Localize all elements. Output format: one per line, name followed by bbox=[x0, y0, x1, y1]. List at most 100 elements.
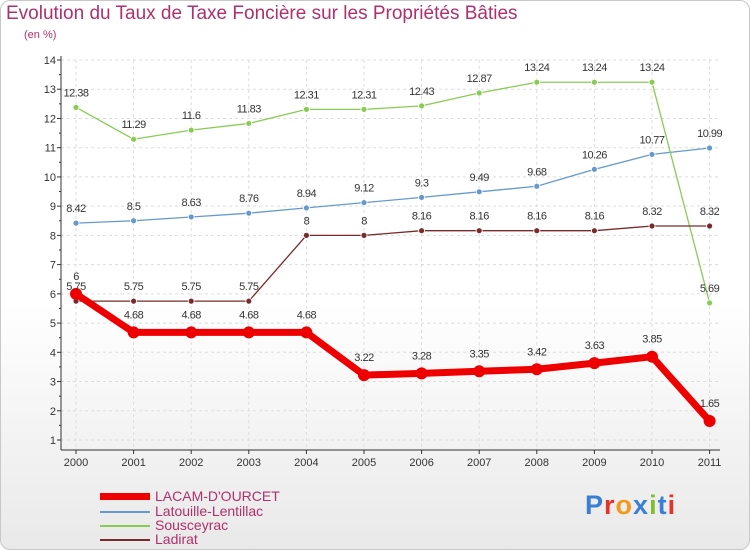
data-point bbox=[130, 135, 138, 143]
data-label: 12.43 bbox=[409, 86, 434, 98]
data-point bbox=[302, 204, 310, 212]
data-point bbox=[475, 227, 483, 235]
logo-letter: t bbox=[657, 490, 668, 520]
chart-subtitle: (en %) bbox=[24, 29, 57, 41]
data-label: 5.69 bbox=[700, 283, 720, 295]
data-label: 8.32 bbox=[642, 206, 662, 218]
data-label: 10.77 bbox=[639, 134, 664, 146]
y-tick-label: 6 bbox=[50, 289, 56, 301]
data-label: 11.29 bbox=[121, 119, 146, 131]
x-tick-label: 2011 bbox=[698, 457, 722, 469]
data-label: 8.16 bbox=[412, 211, 432, 223]
legend-label-ladirat: Ladirat bbox=[155, 531, 198, 547]
data-point bbox=[72, 219, 80, 227]
data-label: 1.65 bbox=[700, 398, 720, 410]
y-tick-label: 5 bbox=[50, 318, 56, 330]
data-point bbox=[706, 222, 713, 230]
y-tick-label: 2 bbox=[50, 406, 56, 418]
data-label: 10.99 bbox=[697, 128, 722, 140]
chart-title: Evolution du Taux de Taxe Foncière sur l… bbox=[6, 3, 518, 24]
data-point bbox=[245, 120, 253, 127]
y-tick-label: 13 bbox=[44, 84, 56, 96]
data-point bbox=[591, 227, 598, 235]
legend-swatch-lacam bbox=[100, 493, 150, 500]
data-label: 12.31 bbox=[294, 89, 319, 101]
data-point bbox=[648, 151, 656, 158]
y-tick-label: 7 bbox=[50, 260, 56, 272]
logo-letter: o bbox=[615, 490, 634, 520]
data-point bbox=[130, 217, 138, 225]
data-label: 3.63 bbox=[585, 340, 605, 352]
logo-letter: x bbox=[633, 490, 650, 520]
data-label: 3.28 bbox=[412, 350, 432, 362]
data-label: 4.68 bbox=[124, 309, 144, 321]
x-tick-label: 2007 bbox=[467, 457, 491, 469]
data-point bbox=[302, 106, 310, 113]
data-point bbox=[130, 297, 138, 305]
x-tick-label: 2009 bbox=[582, 457, 606, 469]
x-tick-label: 2001 bbox=[121, 457, 145, 469]
data-point bbox=[706, 144, 713, 152]
data-label: 3.85 bbox=[642, 334, 662, 346]
data-point bbox=[187, 126, 195, 134]
data-label: 3.42 bbox=[527, 346, 547, 358]
logo-letter: r bbox=[604, 490, 616, 520]
x-tick-label: 2005 bbox=[352, 457, 376, 469]
data-label: 13.24 bbox=[582, 62, 607, 74]
x-tick-label: 2006 bbox=[409, 457, 433, 469]
y-tick-label: 9 bbox=[50, 201, 56, 213]
data-point bbox=[588, 357, 601, 370]
data-point bbox=[418, 102, 426, 110]
data-label: 9.49 bbox=[469, 172, 489, 184]
series-line-0 bbox=[74, 290, 713, 424]
data-point bbox=[418, 227, 426, 235]
x-tick-label: 2002 bbox=[179, 457, 203, 469]
data-point bbox=[533, 227, 541, 235]
data-label: 4.68 bbox=[239, 309, 259, 321]
data-point bbox=[703, 415, 716, 427]
data-label: 4.68 bbox=[181, 309, 201, 321]
data-point bbox=[358, 369, 370, 382]
data-label: 8 bbox=[361, 215, 367, 227]
data-label: 8.32 bbox=[700, 206, 720, 218]
data-point bbox=[591, 78, 598, 86]
y-tick-label: 4 bbox=[50, 347, 56, 359]
data-point bbox=[648, 78, 656, 86]
data-label: 5.75 bbox=[239, 281, 259, 293]
x-tick-label: 2003 bbox=[237, 457, 261, 469]
legend-swatch-sousceyrac bbox=[100, 525, 150, 527]
logo-letter: i bbox=[649, 490, 658, 520]
data-point bbox=[475, 188, 483, 196]
data-point bbox=[360, 231, 368, 239]
data-label: 8.42 bbox=[66, 203, 86, 215]
data-point bbox=[415, 367, 428, 380]
data-point bbox=[360, 106, 368, 113]
data-label: 3.22 bbox=[354, 352, 374, 364]
data-label: 3.35 bbox=[469, 348, 489, 360]
data-point bbox=[245, 209, 253, 217]
legend-label-latouille: Latouille-Lentillac bbox=[155, 503, 264, 519]
legend-label-lacam: LACAM-D'OURCET bbox=[155, 488, 280, 504]
y-tick-label: 1 bbox=[50, 435, 56, 447]
data-label: 8.5 bbox=[127, 201, 141, 213]
data-point bbox=[245, 297, 253, 305]
data-point bbox=[530, 363, 543, 376]
data-point bbox=[533, 78, 541, 86]
data-label: 9.12 bbox=[354, 183, 374, 195]
data-label: 12.38 bbox=[63, 87, 88, 99]
data-point bbox=[72, 103, 80, 111]
data-label: 8.16 bbox=[527, 211, 547, 223]
data-label: 8.63 bbox=[181, 197, 201, 209]
logo-letter: i bbox=[667, 490, 677, 520]
data-point bbox=[187, 213, 195, 221]
data-label: 8.76 bbox=[239, 193, 259, 205]
x-tick-label: 2004 bbox=[294, 457, 318, 469]
data-point bbox=[706, 299, 713, 307]
series-line-1 bbox=[75, 147, 710, 224]
data-label: 6 bbox=[73, 271, 79, 283]
data-point bbox=[242, 326, 255, 339]
y-tick-label: 10 bbox=[44, 172, 56, 184]
y-tick-label: 12 bbox=[44, 113, 56, 125]
